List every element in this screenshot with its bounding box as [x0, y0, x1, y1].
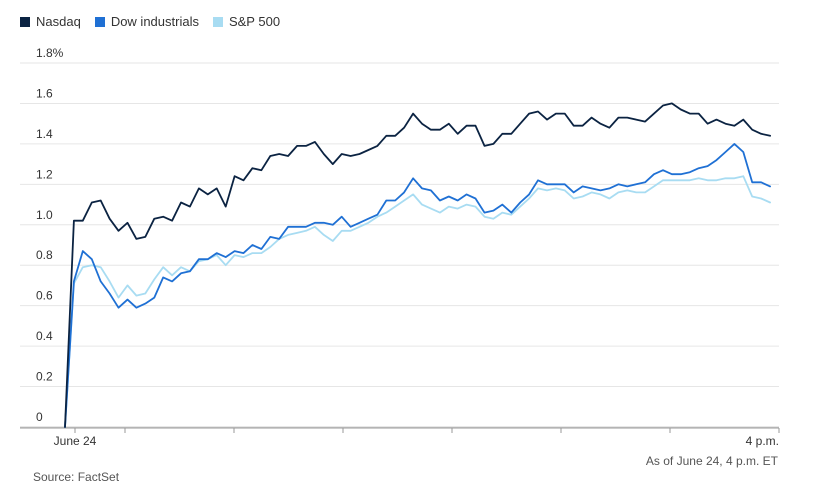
as-of-note: As of June 24, 4 p.m. ET [645, 454, 778, 468]
series-lines [64, 102, 771, 428]
legend-label-dow: Dow industrials [110, 14, 199, 29]
legend-label-sp500: S&P 500 [228, 14, 281, 29]
y-tick-label: 0.2 [36, 370, 53, 384]
legend-swatch-sp500 [212, 16, 223, 27]
legend-label-nasdaq: Nasdaq [36, 14, 81, 29]
y-tick-label: 0 [36, 410, 43, 424]
chart-legend: Nasdaq Dow industrials S&P 500 [20, 14, 280, 29]
source-note: Source: FactSet [33, 470, 120, 484]
y-tick-label: 1.0 [36, 208, 53, 222]
legend-item-nasdaq: Nasdaq [20, 14, 81, 29]
y-grid [20, 62, 779, 428]
y-tick-label: 1.4 [36, 127, 53, 141]
series-line-s-p-500 [64, 175, 771, 428]
series-line-dow-industrials [64, 142, 771, 428]
y-tick-label: 1.6 [36, 86, 53, 100]
legend-item-dow: Dow industrials [94, 14, 199, 29]
y-tick-label: 0.4 [36, 329, 53, 343]
y-tick-label: 0.8 [36, 248, 53, 262]
y-tick-label: 1.8% [36, 46, 64, 60]
legend-swatch-dow [94, 16, 105, 27]
y-tick-label: 0.6 [36, 289, 53, 303]
legend-item-sp500: S&P 500 [212, 14, 281, 29]
x-tick-label-start: June 24 [54, 434, 97, 448]
x-axis: June 24 4 p.m. [20, 427, 780, 448]
y-tick-labels: 0 0.2 0.4 0.6 0.8 1.0 1.2 1.4 1.6 1.8% [36, 46, 64, 424]
legend-swatch-nasdaq [20, 16, 30, 27]
x-tick-label-end: 4 p.m. [746, 434, 779, 448]
series-line-nasdaq [64, 102, 771, 428]
y-tick-label: 1.2 [36, 167, 53, 181]
